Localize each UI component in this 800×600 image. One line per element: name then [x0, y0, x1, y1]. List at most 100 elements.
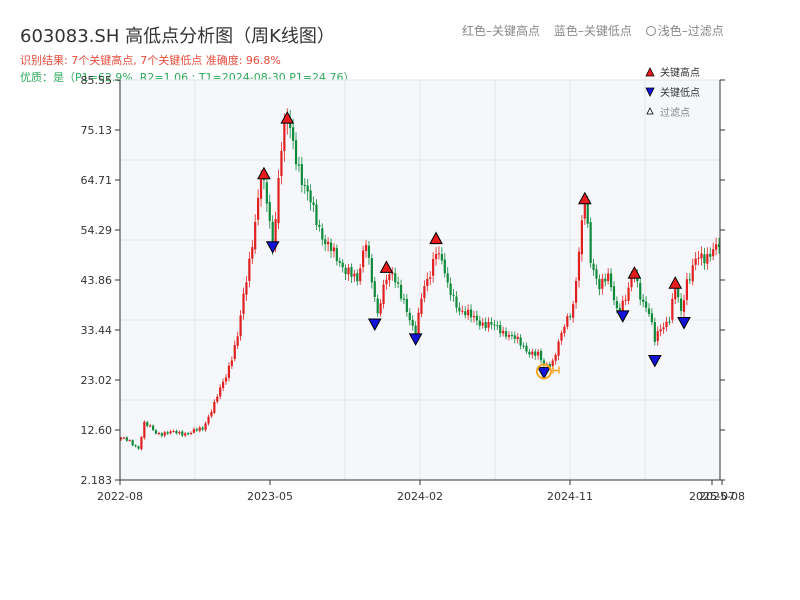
- candle: [510, 331, 513, 340]
- candle: [560, 330, 563, 345]
- candle: [609, 268, 613, 292]
- candle: [714, 237, 718, 256]
- candle: [452, 289, 455, 302]
- candle: [157, 431, 161, 436]
- t1-highlight-glyph: [552, 366, 560, 374]
- candle: [574, 277, 578, 309]
- candle: [709, 247, 712, 262]
- candle: [242, 287, 245, 320]
- candle: [329, 238, 333, 258]
- candle: [172, 429, 175, 433]
- candle: [399, 279, 403, 302]
- key-low-marker: [647, 354, 662, 368]
- high-triangle-icon: [645, 67, 655, 77]
- candle: [364, 239, 368, 258]
- candle: [335, 244, 338, 266]
- candle: [359, 264, 362, 285]
- candle: [321, 223, 324, 246]
- candle: [694, 251, 697, 271]
- candle: [119, 436, 123, 441]
- candle: [601, 273, 604, 295]
- candle: [598, 274, 601, 296]
- candle: [186, 431, 190, 436]
- key-high-marker: [429, 231, 443, 245]
- candle: [344, 264, 347, 281]
- x-tick-label: 2024-02: [397, 490, 443, 503]
- candle: [143, 420, 146, 440]
- candle: [507, 331, 511, 341]
- legend-high-label: 关键高点: [660, 66, 700, 79]
- candle: [376, 294, 379, 318]
- candle: [662, 322, 665, 334]
- candle: [484, 317, 487, 332]
- candle: [268, 194, 271, 229]
- candle: [717, 237, 721, 254]
- key-high-marker: [627, 266, 642, 279]
- candle: [353, 269, 356, 283]
- candle: [408, 308, 411, 326]
- key-low-marker: [677, 317, 691, 330]
- candle: [577, 247, 581, 288]
- candle: [464, 306, 467, 319]
- candle: [537, 349, 540, 360]
- candle: [189, 431, 193, 435]
- top-legend-blue: 蓝色–关键低点: [553, 24, 632, 38]
- key-high-marker: [577, 191, 592, 205]
- candle: [163, 430, 166, 438]
- candle: [572, 300, 575, 323]
- candle: [522, 342, 525, 349]
- candle: [280, 142, 283, 185]
- candle: [125, 436, 128, 442]
- top-legend-red: 红色–关键高点: [462, 24, 541, 38]
- candle: [175, 429, 178, 435]
- candle: [563, 324, 566, 337]
- candle: [519, 334, 522, 350]
- candle: [207, 414, 210, 426]
- candle: [469, 304, 473, 323]
- candle: [198, 425, 201, 433]
- candle: [362, 245, 365, 273]
- candle: [131, 439, 134, 447]
- candle: [356, 269, 359, 286]
- marker-legend: 关键高点 关键低点 过滤点: [645, 66, 700, 119]
- result-summary: 识别结果: 7个关键高点, 7个关键低点 准确度: 96.8%: [20, 54, 281, 67]
- candle: [420, 293, 423, 318]
- candle: [467, 304, 470, 320]
- candle: [411, 315, 414, 331]
- candle: [685, 272, 689, 306]
- grid-lines: [120, 79, 720, 480]
- key-low-marker: [537, 366, 551, 380]
- candle: [379, 299, 382, 317]
- candle: [306, 178, 309, 201]
- candle: [472, 310, 476, 323]
- candle: [499, 320, 502, 338]
- top-legend-light: 浅色–过滤点: [645, 24, 724, 38]
- key-low-marker: [408, 333, 423, 346]
- candle: [151, 424, 155, 432]
- candle: [624, 294, 627, 306]
- candle: [542, 358, 546, 368]
- candle: [210, 409, 213, 418]
- candle: [455, 291, 458, 313]
- candle: [639, 277, 642, 306]
- y-tick-label: 23.02: [81, 374, 113, 387]
- candle: [449, 277, 452, 301]
- candle: [580, 215, 583, 262]
- candle: [557, 339, 560, 361]
- candle: [516, 333, 519, 344]
- candle: [446, 267, 449, 288]
- key-low-marker: [265, 241, 280, 254]
- candle: [292, 118, 295, 150]
- candle: [487, 317, 490, 332]
- candle: [539, 348, 543, 364]
- candle: [248, 251, 251, 288]
- low-triangle-icon: [645, 87, 655, 97]
- candle: [391, 267, 394, 281]
- candle: [265, 174, 268, 213]
- candle: [592, 258, 595, 276]
- candle: [385, 274, 388, 290]
- y-tick-label: 64.71: [81, 174, 113, 187]
- candle: [443, 253, 446, 278]
- candle: [671, 293, 674, 324]
- candle: [219, 384, 222, 400]
